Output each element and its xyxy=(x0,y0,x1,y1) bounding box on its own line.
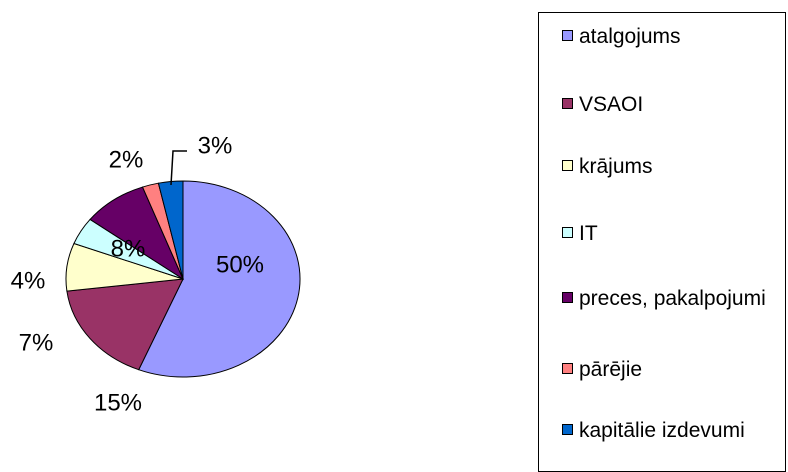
legend-swatch xyxy=(562,30,573,41)
legend-item: kapitālie izdevumi xyxy=(562,417,779,444)
data-label: 50% xyxy=(216,251,264,278)
legend-swatch xyxy=(562,98,573,109)
legend-label: atalgojums xyxy=(579,25,681,48)
data-label: 15% xyxy=(94,389,142,416)
legend-label: preces, pakalpojumi xyxy=(579,287,766,310)
data-label: 7% xyxy=(19,329,54,356)
leader-line xyxy=(170,150,187,186)
pie-slice xyxy=(138,180,301,378)
legend-label: krājums xyxy=(579,155,653,178)
data-label: 2% xyxy=(109,146,144,173)
data-label: 3% xyxy=(198,132,233,159)
legend-item: VSAOI xyxy=(562,91,779,118)
legend: atalgojums VSAOI krājums IT preces, pakalpoj… xyxy=(538,12,786,472)
data-label: 8% xyxy=(111,235,146,262)
data-label: 4% xyxy=(11,267,46,294)
legend-swatch xyxy=(562,160,573,171)
legend-item: atalgojums xyxy=(562,23,779,50)
legend-swatch xyxy=(562,363,573,374)
legend-swatch xyxy=(562,424,573,435)
pie-slice xyxy=(66,278,184,371)
legend-item: krājums xyxy=(562,153,779,180)
legend-label: VSAOI xyxy=(579,93,644,116)
legend-swatch xyxy=(562,292,573,303)
legend-label: kapitālie izdevumi xyxy=(579,419,745,442)
legend-swatch xyxy=(562,227,573,238)
legend-item: pārējie xyxy=(562,356,779,383)
legend-item: IT xyxy=(562,220,779,247)
legend-label: IT xyxy=(579,222,598,245)
legend-label: pārējie xyxy=(579,358,643,381)
chart: 50% 15% 7% 4% 8% 2% 3% xyxy=(11,132,301,416)
legend-item: preces, pakalpojumi xyxy=(562,285,779,312)
